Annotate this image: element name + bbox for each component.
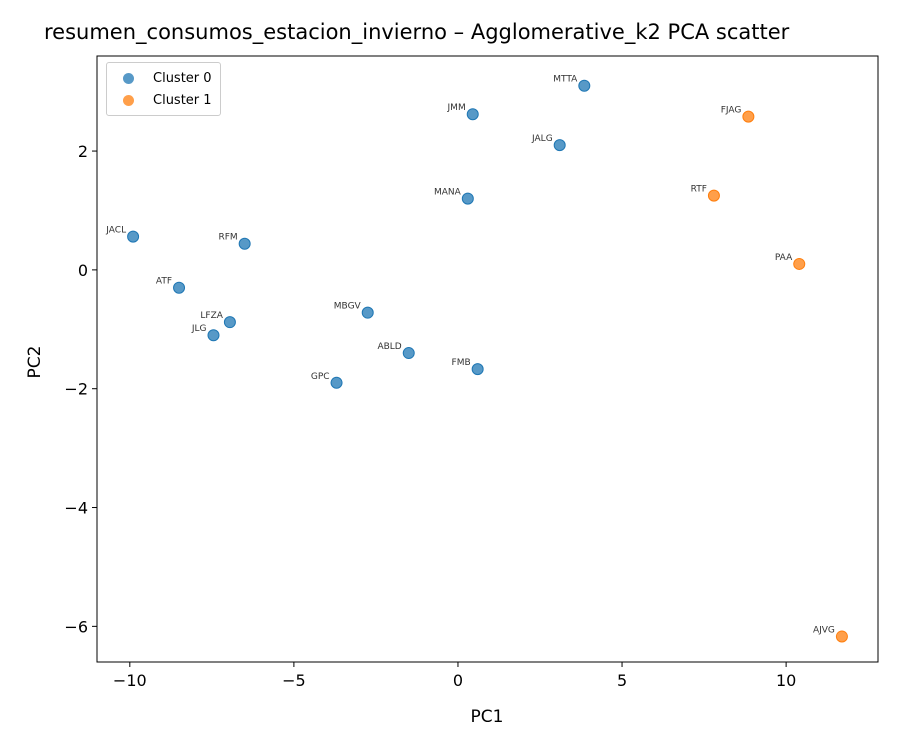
point-cluster-1	[707, 189, 720, 202]
point-cluster-0	[553, 139, 566, 152]
point-cluster-0	[402, 347, 415, 360]
legend-label-cluster-1: Cluster 1	[153, 92, 212, 108]
point-label: JLG	[191, 324, 207, 334]
legend-item-cluster-1: Cluster 1	[113, 89, 212, 111]
chart-axes: −10 −5 0 5 10 −6 −4 −2 0 2	[64, 55, 879, 690]
x-tick-label: −5	[282, 671, 306, 690]
point-cluster-0	[207, 329, 220, 342]
point-cluster-0	[330, 376, 343, 389]
y-tick-label: −6	[64, 617, 88, 636]
legend-marker-cluster-0	[123, 72, 134, 84]
point-label: MTTA	[553, 75, 578, 85]
point-label: FJAG	[721, 106, 742, 116]
y-tick-label: −4	[64, 499, 88, 518]
point-label: RTF	[691, 185, 707, 195]
point-label: FMB	[452, 358, 471, 368]
point-cluster-1	[742, 110, 755, 123]
point-cluster-0	[466, 108, 479, 121]
point-label: JACL	[105, 226, 126, 236]
point-cluster-0	[173, 281, 186, 294]
y-axis-label: PC2	[25, 346, 45, 379]
point-cluster-1	[835, 630, 848, 643]
chart-marks: MTTA JMM JALG MANA JACL RFM ATF MBGV LFZA JLG ABLD…	[105, 75, 848, 643]
x-tick-label: 0	[453, 671, 463, 690]
y-tick-label: 2	[78, 142, 88, 161]
plot-frame	[96, 55, 879, 663]
y-tick-label: 0	[78, 261, 88, 280]
point-cluster-0	[471, 363, 484, 376]
point-cluster-0	[361, 306, 374, 319]
x-axis-label: PC1	[471, 707, 504, 727]
point-cluster-0	[461, 192, 474, 205]
point-label: JMM	[447, 103, 466, 113]
legend-item-cluster-0: Cluster 0	[113, 67, 212, 89]
point-cluster-0	[223, 316, 236, 329]
legend: Cluster 0 Cluster 1	[106, 62, 221, 116]
point-cluster-0	[127, 230, 140, 243]
x-tick-label: 5	[617, 671, 627, 690]
point-label: MBGV	[334, 302, 362, 312]
x-tick-label: −10	[113, 671, 147, 690]
point-label: RFM	[218, 233, 237, 243]
point-label: ABLD	[377, 342, 401, 352]
y-tick-label: −2	[64, 380, 88, 399]
point-cluster-1	[793, 257, 806, 270]
point-label: LFZA	[200, 311, 223, 321]
chart-title: resumen_consumos_estacion_invierno – Agg…	[44, 20, 790, 44]
point-label: PAA	[775, 253, 793, 263]
x-tick-label: 10	[776, 671, 796, 690]
point-label: AJVG	[813, 625, 835, 635]
point-label: MANA	[434, 188, 462, 198]
point-cluster-0	[578, 79, 591, 92]
point-label: JALG	[531, 134, 553, 144]
point-cluster-0	[238, 237, 251, 250]
point-label: ATF	[156, 277, 172, 287]
legend-label-cluster-0: Cluster 0	[153, 70, 212, 86]
point-label: GPC	[311, 372, 330, 382]
legend-marker-cluster-1	[123, 94, 134, 106]
